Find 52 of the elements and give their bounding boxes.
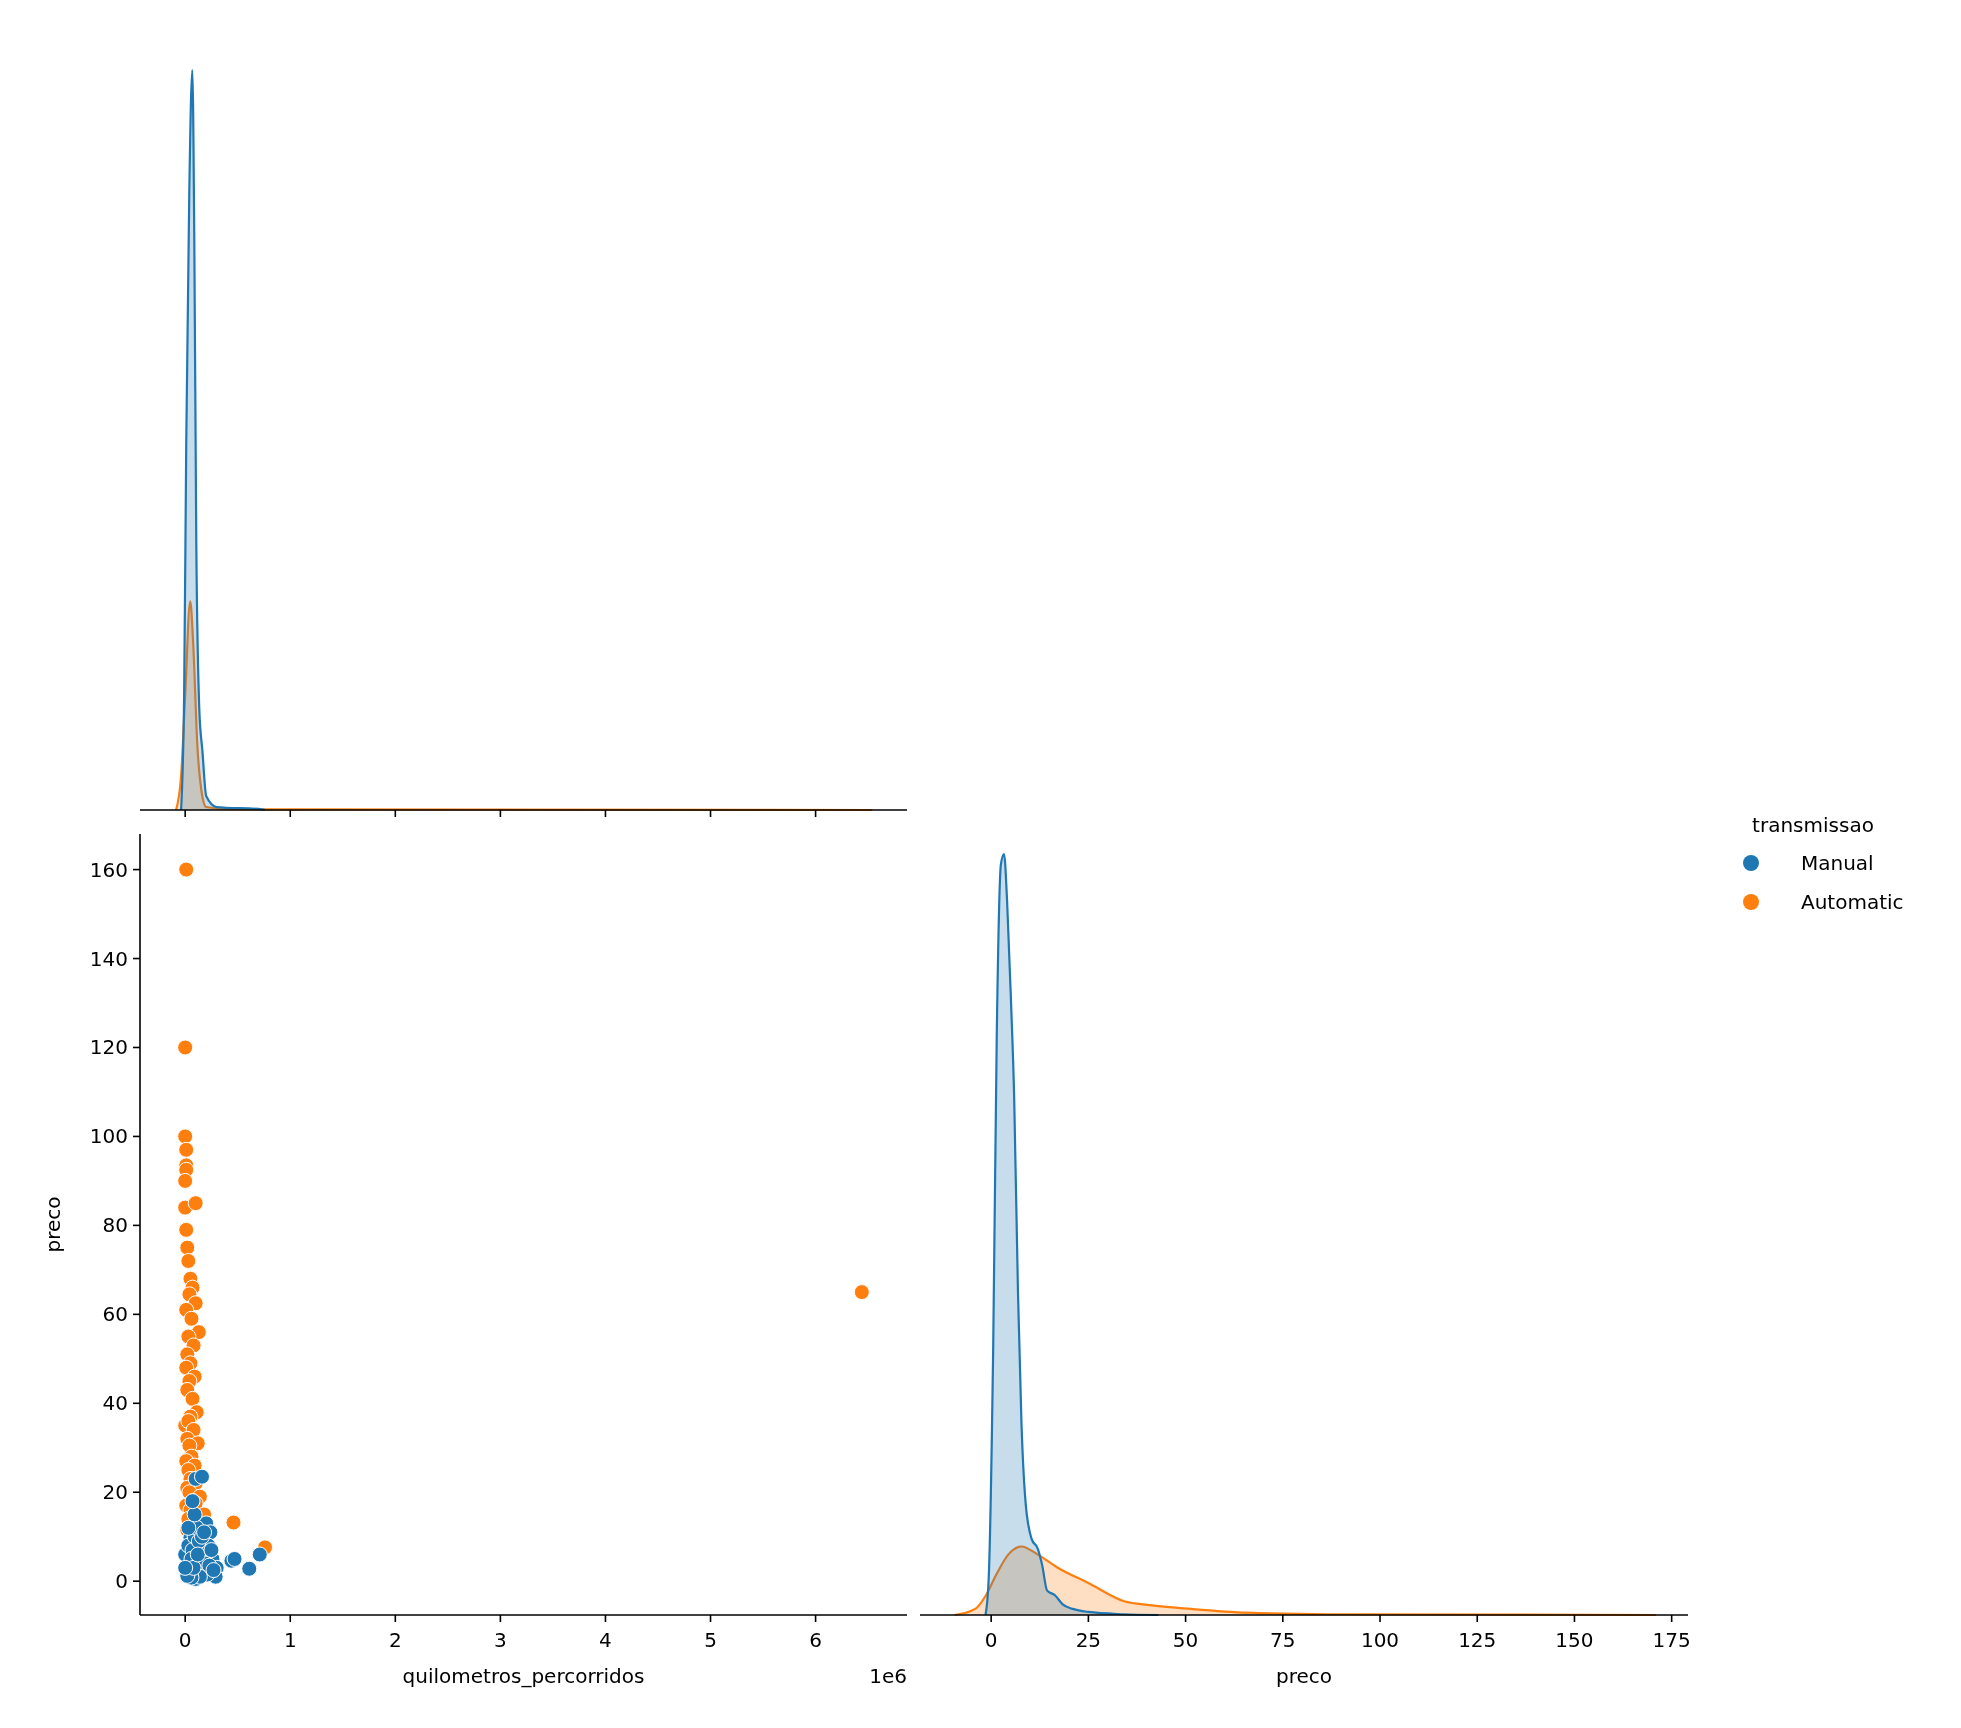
point (177, 1128, 194, 1145)
legend-label: Automatic (1801, 890, 1904, 914)
point (251, 1546, 268, 1563)
point (203, 1542, 220, 1559)
legend-label: Manual (1801, 851, 1874, 875)
x-tick-label: 5 (704, 1628, 717, 1652)
y-tick-label: 20 (102, 1480, 128, 1505)
point (179, 1239, 196, 1256)
x-tick-label: 4 (599, 1628, 612, 1652)
point (177, 1172, 194, 1189)
point (184, 1390, 201, 1407)
y-tick-label: 40 (102, 1391, 128, 1416)
y-tick-label: 80 (102, 1213, 128, 1238)
x-axis-title: preco (1275, 1664, 1333, 1688)
x-tick-label: 150 (1555, 1628, 1594, 1652)
point (189, 1546, 206, 1563)
point (178, 861, 195, 878)
x-tick-label: 3 (494, 1628, 507, 1652)
point (186, 1506, 203, 1523)
point (193, 1468, 210, 1485)
x-axis-title: quilometros_percorridos (402, 1664, 645, 1688)
y-axis-title: preco (41, 1196, 65, 1253)
x-tick-label: 75 (1270, 1628, 1296, 1652)
y-tick-label: 120 (89, 1035, 128, 1060)
text: 1e6 (869, 1664, 907, 1688)
point (853, 1284, 870, 1301)
point (183, 1310, 200, 1327)
x-tick-label: 2 (388, 1628, 402, 1652)
y-tick-label: 140 (89, 946, 128, 971)
x-tick-label: 175 (1652, 1628, 1691, 1652)
x-tick-label: 125 (1458, 1628, 1497, 1652)
y-tick-label: 60 (102, 1302, 128, 1327)
x-tick-label: 0 (984, 1628, 998, 1652)
point (196, 1524, 213, 1541)
x-tick-label: 25 (1075, 1628, 1102, 1652)
point (180, 1252, 197, 1269)
point (178, 1141, 195, 1158)
x-tick-label: 50 (1172, 1628, 1199, 1652)
point (225, 1514, 242, 1531)
point (177, 1559, 194, 1576)
point (178, 1221, 195, 1238)
x-tick-label: 1 (283, 1628, 297, 1652)
point (241, 1560, 258, 1577)
x-tick-label: 0 (178, 1628, 192, 1652)
point (177, 1039, 194, 1056)
x-tick-label: 100 (1360, 1628, 1400, 1652)
y-tick-label: 100 (89, 1124, 128, 1149)
y-tick-label: 0 (115, 1569, 128, 1594)
y-tick-label: 160 (89, 857, 128, 882)
point (187, 1195, 204, 1212)
x-tick-label: 6 (809, 1628, 822, 1652)
legend-title: transmissao (1752, 813, 1874, 837)
